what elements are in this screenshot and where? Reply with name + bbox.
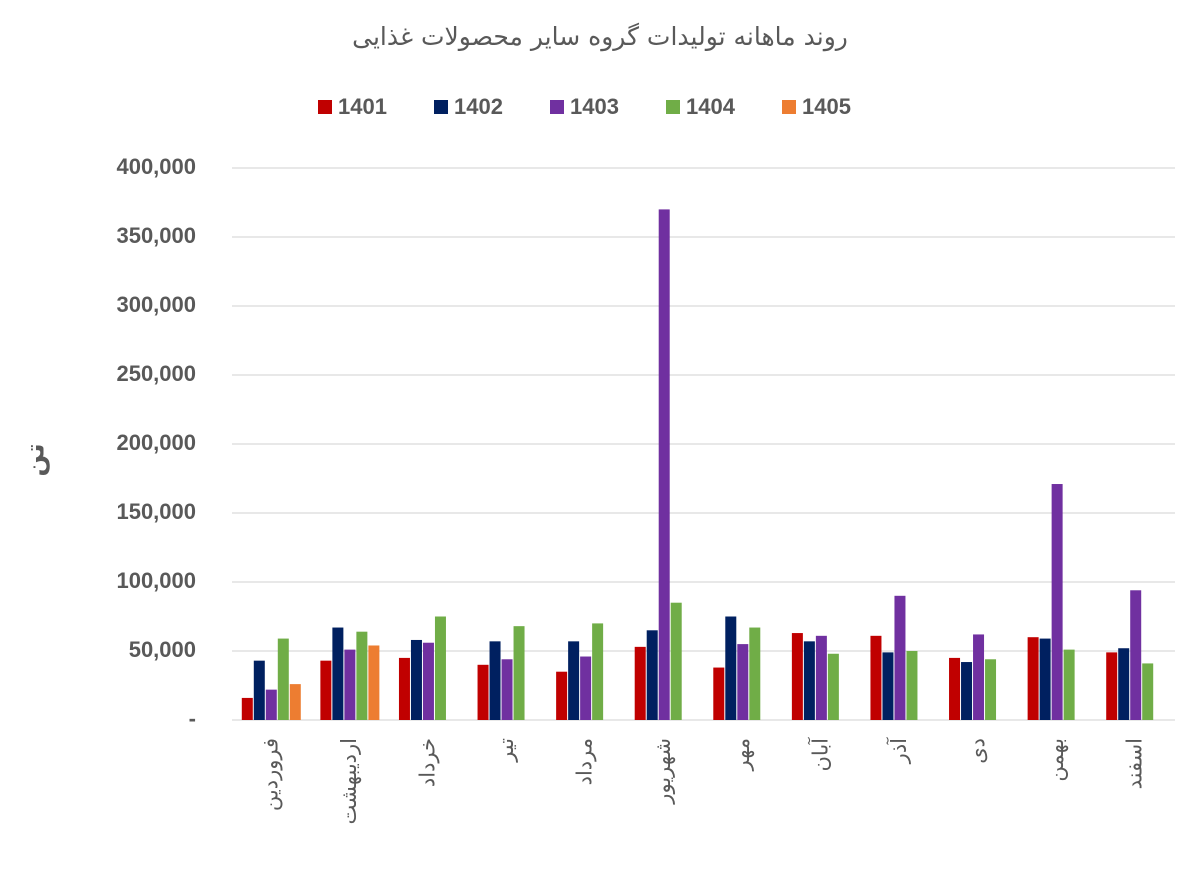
x-tick-label: اسفند	[1123, 738, 1147, 789]
bar	[870, 635, 882, 720]
y-axis-label: تن	[21, 443, 51, 476]
bar	[265, 689, 277, 720]
y-tick-label: 300,000	[116, 292, 196, 317]
chart-title: روند ماهانه تولیدات گروه سایر محصولات غذ…	[352, 22, 848, 52]
x-tick-label: مرداد	[573, 738, 597, 785]
bar	[791, 633, 803, 720]
bar	[320, 660, 332, 720]
bar	[1063, 649, 1075, 720]
legend-label: 1402	[454, 94, 503, 119]
bar	[477, 664, 489, 720]
y-tick-label: 250,000	[116, 361, 196, 386]
bar	[634, 646, 646, 720]
bar	[289, 684, 301, 720]
y-tick-label: -	[189, 706, 196, 731]
bar	[1027, 637, 1039, 720]
x-tick-label: اردیبهشت	[337, 738, 361, 825]
bar	[501, 659, 513, 720]
bar	[713, 667, 725, 720]
bar	[332, 627, 344, 720]
legend-swatch	[550, 100, 564, 114]
legend-label: 1404	[686, 94, 736, 119]
bar	[749, 627, 761, 720]
bar	[737, 644, 749, 720]
bar	[1106, 652, 1118, 720]
bar	[1142, 663, 1154, 720]
x-tick-label: خرداد	[415, 738, 439, 787]
bar	[906, 651, 918, 720]
x-tick-label: دی	[966, 738, 990, 764]
bar	[253, 660, 265, 720]
bar	[670, 602, 682, 720]
bar	[277, 638, 289, 720]
bar	[592, 623, 604, 720]
bar	[658, 209, 670, 720]
legend-swatch	[318, 100, 332, 114]
y-tick-label: 200,000	[116, 430, 196, 455]
bar	[985, 659, 997, 720]
x-tick-label: آبان	[807, 737, 832, 772]
bar	[556, 671, 568, 720]
bar	[646, 630, 658, 720]
x-tick-label: تیر	[494, 738, 518, 763]
bar	[422, 642, 434, 720]
bar	[1130, 590, 1142, 720]
bar	[882, 652, 894, 720]
y-tick-label: 400,000	[116, 154, 196, 179]
y-tick-label: 150,000	[116, 499, 196, 524]
bar	[973, 634, 985, 720]
x-tick-label: آذر	[886, 737, 911, 764]
bar	[434, 616, 446, 720]
bar	[827, 653, 839, 720]
bar	[568, 641, 580, 720]
bar	[725, 616, 737, 720]
bar	[368, 645, 380, 720]
y-tick-label: 350,000	[116, 223, 196, 248]
bar	[513, 626, 525, 720]
x-tick-label: شهریور	[651, 738, 675, 805]
bar	[1118, 648, 1130, 720]
bar	[894, 595, 906, 720]
bar	[241, 697, 253, 720]
y-tick-label: 100,000	[116, 568, 196, 593]
bar	[410, 639, 422, 720]
legend-label: 1405	[802, 94, 851, 119]
bar	[1051, 484, 1063, 720]
bar	[344, 649, 356, 720]
x-tick-label: مهر	[730, 738, 754, 772]
x-tick-label: فروردین	[258, 738, 282, 811]
bar	[949, 657, 961, 720]
legend-swatch	[782, 100, 796, 114]
x-tick-label: بهمن	[1044, 738, 1068, 782]
bar	[803, 641, 815, 720]
bar	[1039, 638, 1051, 720]
bar	[580, 656, 592, 720]
bar	[398, 657, 410, 720]
bar	[815, 635, 827, 720]
bar	[489, 641, 501, 720]
bar	[356, 631, 368, 720]
legend-swatch	[666, 100, 680, 114]
y-tick-label: 50,000	[129, 637, 196, 662]
legend-label: 1403	[570, 94, 619, 119]
legend-label: 1401	[338, 94, 387, 119]
legend-swatch	[434, 100, 448, 114]
bar	[961, 662, 973, 720]
